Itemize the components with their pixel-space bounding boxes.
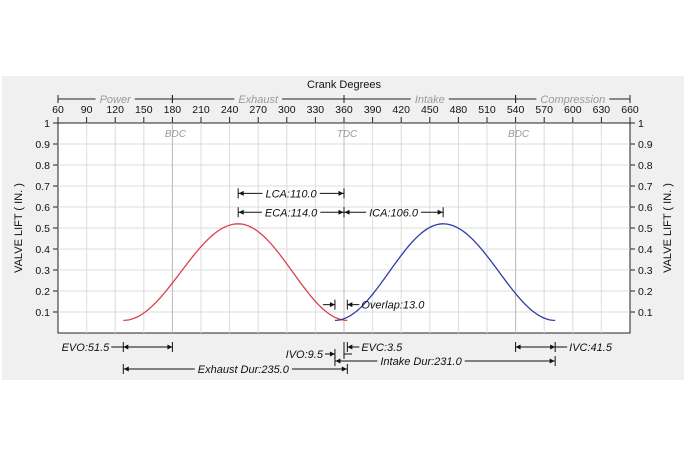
intake-dur-label: Intake Dur:231.0 — [380, 356, 462, 368]
y-tick-label-left: 0.3 — [35, 265, 50, 277]
arrow-head — [338, 190, 344, 196]
eca-label: ECA:114.0 — [265, 207, 318, 219]
x-tick-label: 540 — [507, 104, 525, 116]
x-tick-label: 570 — [535, 104, 553, 116]
annotations: LCA:110.0 ECA:114.0 ICA:106.0 Overlap:13.0 E… — [62, 188, 613, 376]
y-tick-label-left: 1 — [44, 118, 50, 130]
x-tick-label: 630 — [593, 104, 611, 116]
y-tick-label-right: 0.1 — [638, 307, 653, 319]
y-tick-label-right: 0.8 — [638, 160, 653, 172]
reference-lines: BDC TDC BDC — [165, 123, 530, 333]
arrow-head — [341, 366, 347, 372]
x-tick-label: 660 — [621, 104, 639, 116]
x-tick-label: 480 — [450, 104, 468, 116]
y-tick-label-left: 0.1 — [35, 307, 50, 319]
lift-curve-0 — [123, 223, 348, 322]
ica-label: ICA:106.0 — [369, 207, 419, 219]
y-axis-label-left: VALVE LIFT ( IN. ) — [13, 183, 25, 273]
x-tick-label: 330 — [307, 104, 325, 116]
y-tick-label-left: 0.9 — [35, 139, 50, 151]
y-tick-label-right: 0.2 — [638, 286, 653, 298]
ivc-label: IVC:41.5 — [569, 342, 613, 354]
arrow-head — [549, 358, 555, 364]
arrow-head — [347, 344, 353, 350]
reference-label: TDC — [337, 129, 358, 140]
x-tick-label: 180 — [164, 104, 182, 116]
y-tick-label-left: 0.2 — [35, 286, 50, 298]
phase-label: Power — [100, 94, 133, 106]
x-tick-label: 300 — [278, 104, 296, 116]
arrow-head — [335, 358, 341, 364]
y-tick-label-right: 0.5 — [638, 223, 653, 235]
arrow-head — [329, 302, 335, 308]
lift-curves — [123, 223, 556, 322]
x-tick-label: 390 — [364, 104, 382, 116]
overlap-label: Overlap:13.0 — [361, 300, 425, 312]
y-tick-label-right: 0.7 — [638, 181, 653, 193]
tick-labels: 60 90 120 150 180 210 240 270 300 330 360 390 420 450… — [35, 104, 652, 319]
arrow-head — [238, 209, 244, 215]
arrow-head — [437, 209, 443, 215]
chart-title: Crank Degrees — [307, 79, 381, 91]
arrow-head — [167, 344, 173, 350]
x-tick-label: 90 — [81, 104, 93, 116]
x-tick-label: 510 — [478, 104, 496, 116]
reference-label: BDC — [508, 129, 530, 140]
y-tick-label-right: 0.9 — [638, 139, 653, 151]
x-tick-label: 240 — [221, 104, 239, 116]
x-tick-label: 420 — [392, 104, 410, 116]
exhaust-dur-label: Exhaust Dur:235.0 — [198, 364, 290, 376]
y-tick-label-left: 0.8 — [35, 160, 50, 172]
arrow-head — [329, 351, 335, 357]
x-tick-label: 120 — [106, 104, 124, 116]
ivo-label: IVO:9.5 — [286, 349, 324, 361]
lift-curve-1 — [334, 223, 556, 322]
y-tick-label-right: 1 — [638, 118, 644, 130]
arrow-head — [347, 302, 353, 308]
y-axis-label-right: VALVE LIFT ( IN. ) — [662, 183, 674, 273]
arrow-head — [238, 190, 244, 196]
arrow-head — [550, 344, 556, 350]
arrow-head — [515, 344, 521, 350]
x-tick-label: 60 — [52, 104, 64, 116]
x-tick-label: 150 — [135, 104, 153, 116]
y-tick-label-left: 0.7 — [35, 181, 50, 193]
y-tick-label-left: 0.6 — [35, 202, 50, 214]
y-tick-label-right: 0.6 — [638, 202, 653, 214]
x-tick-label: 270 — [249, 104, 267, 116]
phase-bar: Power Exhaust Intake Compression — [57, 94, 631, 106]
evc-label: EVC:3.5 — [361, 342, 403, 354]
y-tick-label-left: 0.5 — [35, 223, 50, 235]
y-tick-label-right: 0.3 — [638, 265, 653, 277]
arrow-head — [123, 366, 129, 372]
lca-label: LCA:110.0 — [266, 188, 318, 200]
phase-label: Compression — [540, 94, 605, 106]
x-tick-label: 600 — [564, 104, 582, 116]
arrow-head — [338, 209, 344, 215]
y-tick-label-left: 0.4 — [35, 244, 50, 256]
x-tick-label: 210 — [192, 104, 210, 116]
arrow-head — [344, 209, 350, 215]
reference-label: BDC — [165, 129, 187, 140]
arrow-head — [123, 344, 129, 350]
x-tick-label: 450 — [421, 104, 439, 116]
y-tick-label-right: 0.4 — [638, 244, 653, 256]
evo-label: EVO:51.5 — [62, 342, 111, 354]
phase-label: Exhaust — [238, 94, 279, 106]
phase-label: Intake — [415, 94, 445, 106]
x-tick-label: 360 — [335, 104, 353, 116]
